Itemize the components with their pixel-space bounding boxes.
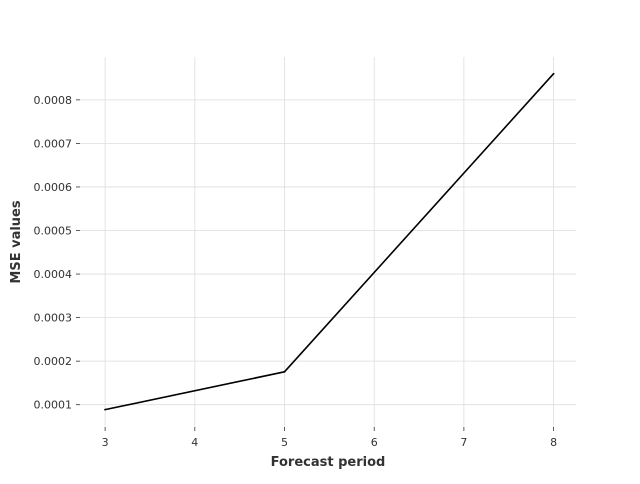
x-tick-label: 3 [102, 436, 109, 449]
series [104, 72, 555, 411]
x-axis-title: Forecast period [271, 455, 386, 470]
x-tick-label: 6 [371, 436, 378, 449]
x-tick-label: 8 [550, 436, 557, 449]
y-tick-label: 0.0004 [34, 268, 73, 281]
y-tick-label: 0.0005 [34, 225, 73, 238]
y-tick-label: 0.0008 [34, 94, 73, 107]
y-tick-label: 0.0002 [34, 355, 73, 368]
data-point [552, 72, 555, 75]
data-point [104, 408, 107, 411]
y-axis-title: MSE values [9, 200, 24, 283]
x-axis-ticks: 3 4 5 6 7 8 [102, 427, 557, 449]
y-tick-label: 0.0007 [34, 137, 73, 150]
y-tick-label: 0.0001 [34, 399, 73, 412]
x-tick-label: 4 [191, 436, 198, 449]
y-tick-label: 0.0003 [34, 312, 73, 325]
y-tick-label: 0.0006 [34, 181, 73, 194]
y-axis-ticks: 0.0001 0.0002 0.0003 0.0004 0.0005 0.0006 0.00… [34, 94, 80, 412]
x-tick-label: 5 [281, 436, 288, 449]
data-point [283, 370, 286, 373]
grid [80, 57, 576, 427]
x-tick-label: 7 [460, 436, 467, 449]
series-line [104, 72, 555, 411]
